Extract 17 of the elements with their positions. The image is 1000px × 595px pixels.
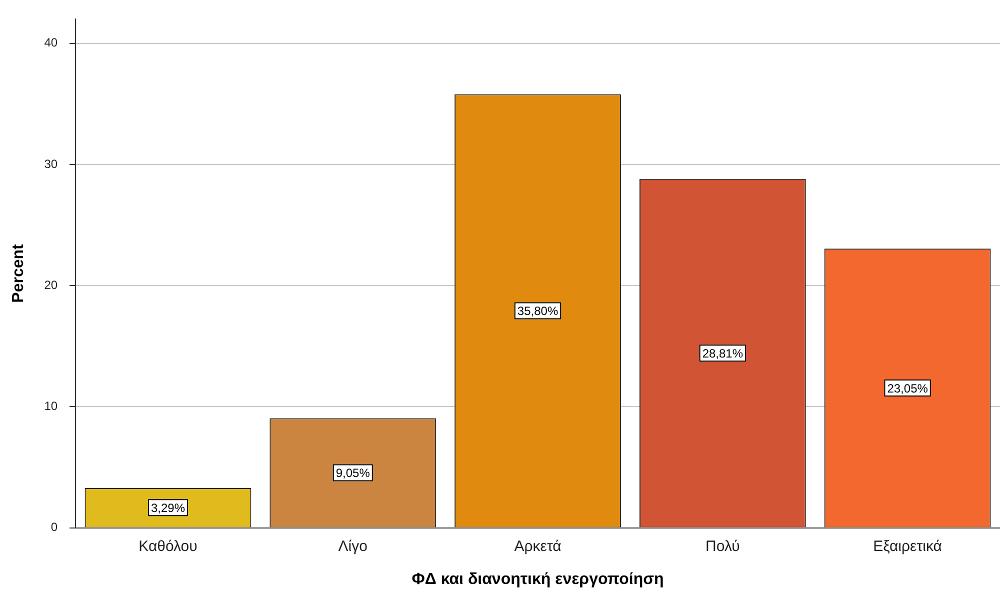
y-tick-label: 30 [44, 156, 58, 171]
x-tick-label: Καθόλου [138, 538, 198, 555]
x-tick-label: Αρκετά [514, 538, 562, 555]
y-tick-label: 0 [50, 520, 58, 534]
x-tick-label: Λίγο [338, 538, 368, 555]
y-axis-title: Percent [10, 243, 28, 303]
data-label: 9,05% [336, 466, 370, 480]
data-label: 3,29% [150, 500, 186, 515]
data-label: 28,81% [702, 346, 744, 360]
y-tick-label: 20 [44, 278, 58, 292]
y-tick-label: 10 [44, 399, 58, 414]
x-axis-title: ΦΔ και διανοητική ενεργοποίηση [412, 570, 664, 588]
data-label: 23,05% [887, 381, 928, 396]
x-tick-label: Πολύ [706, 538, 740, 555]
x-tick-label: Εξαιρετικά [873, 538, 942, 555]
y-tick-label: 40 [44, 36, 58, 50]
data-label: 35,80% [517, 304, 558, 318]
